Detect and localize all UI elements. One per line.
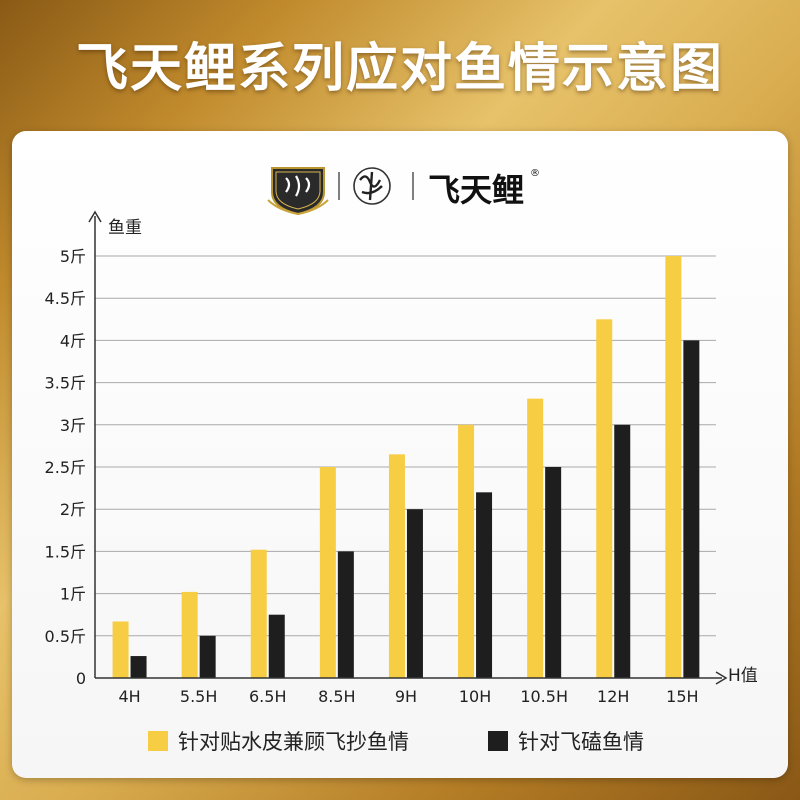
y-tick-label: 3.5斤 <box>45 374 86 393</box>
x-tick-label: 15H <box>666 687 698 706</box>
bar-black-15H <box>683 340 700 678</box>
bar-gold-8.5H <box>319 467 336 678</box>
axes: 鱼重 H值 <box>88 210 758 686</box>
x-tick-label: 12H <box>597 687 629 706</box>
legend-label-gold: 针对贴水皮兼顾飞抄鱼情 <box>178 730 409 754</box>
y-tick-label: 2.5斤 <box>45 458 86 477</box>
y-axis-arrow <box>88 210 102 223</box>
bar-gold-6.5H <box>250 549 267 678</box>
y-tick-labels: 0 0.5斤 1斤 1.5斤 2斤 2.5斤 3斤 3.5斤 4斤 4.5斤 5斤 <box>45 247 86 688</box>
bar-black-4H <box>130 656 147 678</box>
x-tick-label: 6.5H <box>249 687 286 706</box>
page-title: 飞天鲤系列应对鱼情示意图 <box>75 39 724 99</box>
x-tick-label: 4H <box>118 687 140 706</box>
bar-gold-10.5H <box>527 398 544 678</box>
bar-gold-10H <box>458 424 475 678</box>
bar-gold-15H <box>665 256 682 678</box>
bar-black-6.5H <box>268 614 285 678</box>
y-axis-label: 鱼重 <box>108 218 142 238</box>
y-tick-label: 0 <box>76 669 86 688</box>
x-tick-label: 9H <box>395 687 417 706</box>
x-tick-label: 8.5H <box>318 687 355 706</box>
bars <box>112 256 700 678</box>
y-tick-label: 1斤 <box>60 585 86 604</box>
legend-swatch-black <box>488 731 508 751</box>
legend-label-black: 针对飞磕鱼情 <box>518 730 644 754</box>
bar-gold-5.5H <box>181 591 198 678</box>
bar-gold-4H <box>112 621 129 678</box>
bar-black-5.5H <box>199 635 216 678</box>
legend-item-gold: 针对贴水皮兼顾飞抄鱼情 <box>148 726 409 756</box>
bar-gold-9H <box>388 454 405 678</box>
y-tick-label: 1.5斤 <box>45 542 86 561</box>
x-tick-label: 10.5H <box>520 687 568 706</box>
legend-swatch-gold <box>148 731 168 751</box>
y-tick-label: 4斤 <box>60 331 86 350</box>
y-tick-label: 2斤 <box>60 500 86 519</box>
y-tick-label: 0.5斤 <box>45 627 86 646</box>
bar-black-8.5H <box>337 551 354 678</box>
y-tick-label: 4.5斤 <box>45 289 86 308</box>
x-tick-label: 10H <box>459 687 491 706</box>
x-tick-label: 5.5H <box>180 687 217 706</box>
y-tick-label: 3斤 <box>60 416 86 435</box>
bar-black-9H <box>406 509 423 678</box>
grid-lines <box>95 255 716 637</box>
legend-item-black: 针对飞磕鱼情 <box>488 726 644 756</box>
x-tick-labels: 4H 5.5H 6.5H 8.5H 9H 10H 10.5H 12H 15H <box>118 687 698 706</box>
x-axis-arrow <box>715 671 728 685</box>
x-axis-label: H值 <box>728 666 758 686</box>
y-tick-label: 5斤 <box>60 247 86 266</box>
bar-gold-12H <box>596 319 613 678</box>
bar-black-10H <box>476 492 493 678</box>
bar-black-12H <box>614 424 631 678</box>
bar-black-10.5H <box>545 467 562 678</box>
